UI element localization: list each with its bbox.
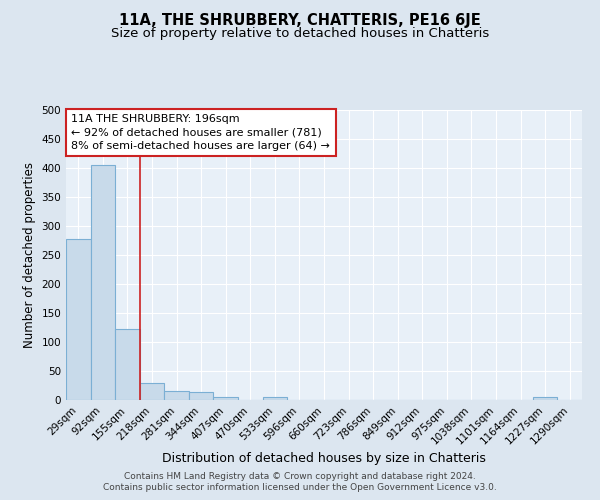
Text: Size of property relative to detached houses in Chatteris: Size of property relative to detached ho… [111, 28, 489, 40]
X-axis label: Distribution of detached houses by size in Chatteris: Distribution of detached houses by size … [162, 452, 486, 465]
Bar [91, 165, 115, 400]
Bar [214, 397, 238, 400]
Bar [533, 397, 557, 400]
Text: Contains public sector information licensed under the Open Government Licence v3: Contains public sector information licen… [103, 484, 497, 492]
Text: 11A, THE SHRUBBERY, CHATTERIS, PE16 6JE: 11A, THE SHRUBBERY, CHATTERIS, PE16 6JE [119, 12, 481, 28]
Bar [189, 392, 214, 400]
Text: 11A THE SHRUBBERY: 196sqm
← 92% of detached houses are smaller (781)
8% of semi-: 11A THE SHRUBBERY: 196sqm ← 92% of detac… [71, 114, 330, 151]
Bar [140, 383, 164, 400]
Bar [263, 397, 287, 400]
Text: Contains HM Land Registry data © Crown copyright and database right 2024.: Contains HM Land Registry data © Crown c… [124, 472, 476, 481]
Bar [164, 390, 189, 400]
Bar [66, 239, 91, 400]
Y-axis label: Number of detached properties: Number of detached properties [23, 162, 36, 348]
Bar [115, 328, 140, 400]
